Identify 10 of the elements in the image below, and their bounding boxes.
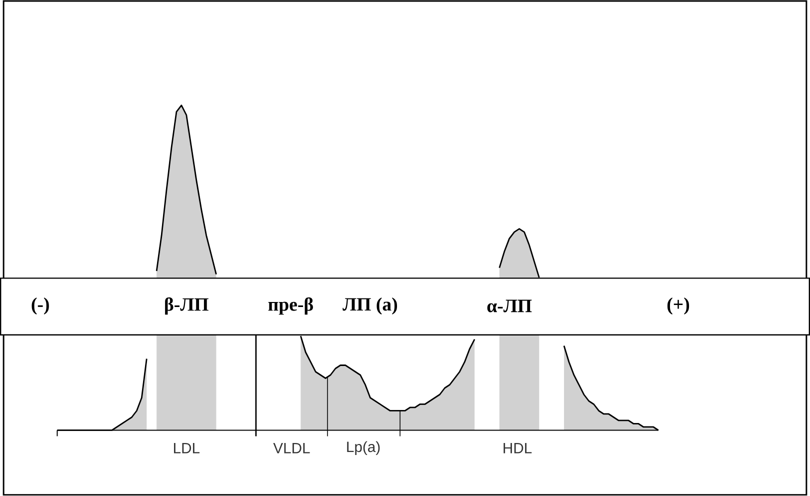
text: (-) [32, 298, 49, 315]
annotation: пре-β [268, 298, 313, 315]
text: LDL [174, 443, 200, 454]
annotation: ЛП (а) [342, 298, 398, 315]
annotation: β-ЛП [165, 298, 208, 315]
text: (+) [667, 298, 690, 315]
text: Lp(a) [347, 441, 380, 456]
text: VLDL [273, 443, 310, 454]
annotation: α-ЛП [487, 300, 532, 312]
text: HDL [504, 443, 532, 454]
